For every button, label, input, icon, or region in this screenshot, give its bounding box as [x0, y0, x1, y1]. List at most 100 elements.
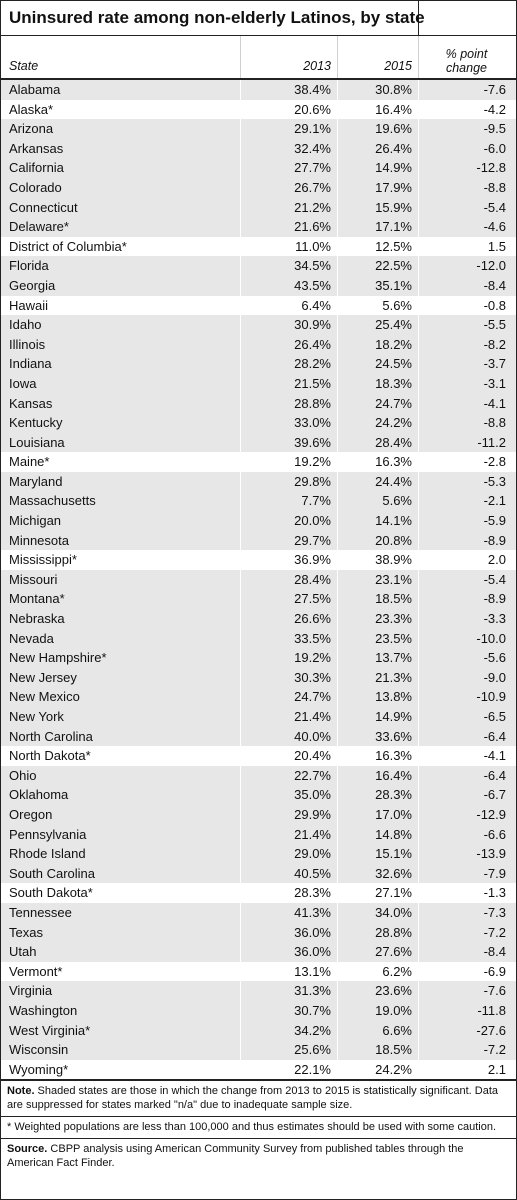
point-change-cell: -5.9: [483, 513, 506, 529]
rate-2015-cell: 34.0%: [338, 902, 419, 923]
point-change-cell: -9.0: [483, 669, 506, 685]
rate-2015-cell: 16.3%: [338, 746, 419, 766]
rate-2013-cell: 7.7%: [241, 491, 338, 512]
point-change-cell: -3.7: [483, 356, 506, 372]
rate-2015-cell: 21.3%: [338, 667, 419, 688]
rate-2015-cell: 19.0%: [338, 1000, 419, 1021]
rate-2013-cell: 29.8%: [241, 471, 338, 492]
point-change-cell: -7.6: [483, 82, 506, 97]
table-row: New York 21.4% 14.9% -6.5: [1, 707, 516, 727]
point-change-cell: -7.2: [483, 924, 506, 940]
rate-2013-cell: 33.5%: [241, 628, 338, 649]
rate-2013-cell: 43.5%: [241, 275, 338, 296]
table-row: Indiana 28.2% 24.5% -3.7: [1, 354, 516, 374]
rate-2015-cell: 16.4%: [338, 99, 419, 120]
table-row: Kentucky 33.0% 24.2% -8.8: [1, 413, 516, 433]
point-change-cell: -7.3: [483, 904, 506, 920]
rate-2015-cell: 23.3%: [338, 609, 419, 629]
table-row: Maine* 19.2% 16.3% -2.8: [1, 452, 516, 472]
table-row: Michigan 20.0% 14.1% -5.9: [1, 511, 516, 531]
state-cell: Illinois: [1, 334, 241, 355]
state-cell: North Carolina: [1, 726, 241, 747]
rate-2015-cell: 17.1%: [338, 217, 419, 237]
state-cell: Iowa: [1, 373, 241, 394]
rate-2013-cell: 20.0%: [241, 511, 338, 531]
state-cell: Wyoming*: [1, 1059, 241, 1080]
rate-2015-cell: 32.6%: [338, 863, 419, 884]
table-row: Oregon 29.9% 17.0% -12.9: [1, 804, 516, 825]
table-row: Hawaii 6.4% 5.6% -0.8: [1, 295, 516, 316]
table-row: Montana* 27.5% 18.5% -8.9: [1, 589, 516, 610]
rate-2013-cell: 29.0%: [241, 844, 338, 864]
rate-2013-cell: 40.5%: [241, 863, 338, 884]
column-header-row: State 2013 2015 % point change: [1, 36, 516, 80]
table-row: Mississippi* 36.9% 38.9% 2.0: [1, 550, 516, 570]
state-cell: South Carolina: [1, 863, 241, 884]
state-cell: Idaho: [1, 315, 241, 335]
point-change-cell: -11.8: [477, 1002, 506, 1018]
state-cell: Louisiana: [1, 432, 241, 453]
table-row: Kansas 28.8% 24.7% -4.1: [1, 393, 516, 414]
rate-2015-cell: 24.7%: [338, 393, 419, 414]
rate-2013-cell: 26.4%: [241, 334, 338, 355]
state-cell: Ohio: [1, 765, 241, 786]
rate-2015-cell: 6.2%: [338, 961, 419, 982]
table-row: Massachusetts 7.7% 5.6% -2.1: [1, 491, 516, 512]
rate-2013-cell: 29.1%: [241, 119, 338, 139]
rate-2015-cell: 14.1%: [338, 511, 419, 531]
point-change-cell: -1.3: [483, 885, 506, 901]
point-change-cell: -8.9: [483, 532, 506, 548]
state-cell: Washington: [1, 1000, 241, 1021]
rate-2015-cell: 13.7%: [338, 648, 419, 668]
table-row: Nebraska 26.6% 23.3% -3.3: [1, 609, 516, 629]
rate-2015-cell: 24.5%: [338, 354, 419, 374]
state-cell: Arizona: [1, 119, 241, 139]
rate-2015-cell: 23.6%: [338, 981, 419, 1001]
table-row: Maryland 29.8% 24.4% -5.3: [1, 471, 516, 492]
rate-2013-cell: 11.0%: [241, 236, 338, 257]
rate-2013-cell: 30.3%: [241, 667, 338, 688]
rate-2015-cell: 16.4%: [338, 765, 419, 786]
rate-2013-cell: 21.2%: [241, 197, 338, 218]
note-shading: Note. Shaded states are those in which t…: [1, 1081, 516, 1118]
table-row: Washington 30.7% 19.0% -11.8: [1, 1000, 516, 1021]
rate-2013-cell: 6.4%: [241, 295, 338, 316]
rate-2013-cell: 21.4%: [241, 824, 338, 845]
state-cell: Montana*: [1, 589, 241, 610]
rate-2013-cell: 36.9%: [241, 550, 338, 570]
point-change-cell: -6.0: [483, 140, 506, 156]
table-row: Rhode Island 29.0% 15.1% -13.9: [1, 844, 516, 864]
table-row: District of Columbia* 11.0% 12.5% 1.5: [1, 236, 516, 257]
point-change-cell: -8.2: [483, 336, 506, 352]
rate-2013-cell: 25.6%: [241, 1040, 338, 1060]
table-row: Connecticut 21.2% 15.9% -5.4: [1, 197, 516, 218]
rate-2015-cell: 38.9%: [338, 550, 419, 570]
rate-2013-cell: 26.6%: [241, 609, 338, 629]
rate-2015-cell: 6.6%: [338, 1020, 419, 1041]
point-change-cell: -6.4: [483, 767, 506, 783]
table-row: Texas 36.0% 28.8% -7.2: [1, 922, 516, 943]
rate-2015-cell: 18.5%: [338, 589, 419, 610]
point-change-cell: -27.6: [476, 1022, 506, 1038]
header-2015: 2015: [338, 36, 419, 78]
point-change-cell: -0.8: [483, 297, 506, 313]
table-row: California 27.7% 14.9% -12.8: [1, 158, 516, 178]
rate-2015-cell: 35.1%: [338, 275, 419, 296]
table-row: Virginia 31.3% 23.6% -7.6: [1, 981, 516, 1001]
rate-2015-cell: 16.3%: [338, 452, 419, 472]
table-row: South Dakota* 28.3% 27.1% -1.3: [1, 883, 516, 903]
state-cell: Hawaii: [1, 295, 241, 316]
note-text: Shaded states are those in which the cha…: [7, 1085, 498, 1112]
point-change-cell: -10.0: [476, 630, 506, 646]
table-row: Tennessee 41.3% 34.0% -7.3: [1, 902, 516, 923]
rate-2015-cell: 27.1%: [338, 883, 419, 903]
rate-2015-cell: 30.8%: [338, 80, 419, 100]
rate-2015-cell: 5.6%: [338, 491, 419, 512]
point-change-cell: 2.1: [487, 1061, 506, 1077]
rate-2015-cell: 18.5%: [338, 1040, 419, 1060]
state-cell: Minnesota: [1, 530, 241, 551]
note-label: Note.: [7, 1085, 35, 1098]
table-row: Wisconsin 25.6% 18.5% -7.2: [1, 1040, 516, 1060]
state-cell: Nebraska: [1, 609, 241, 629]
point-change-cell: -6.6: [483, 826, 506, 842]
